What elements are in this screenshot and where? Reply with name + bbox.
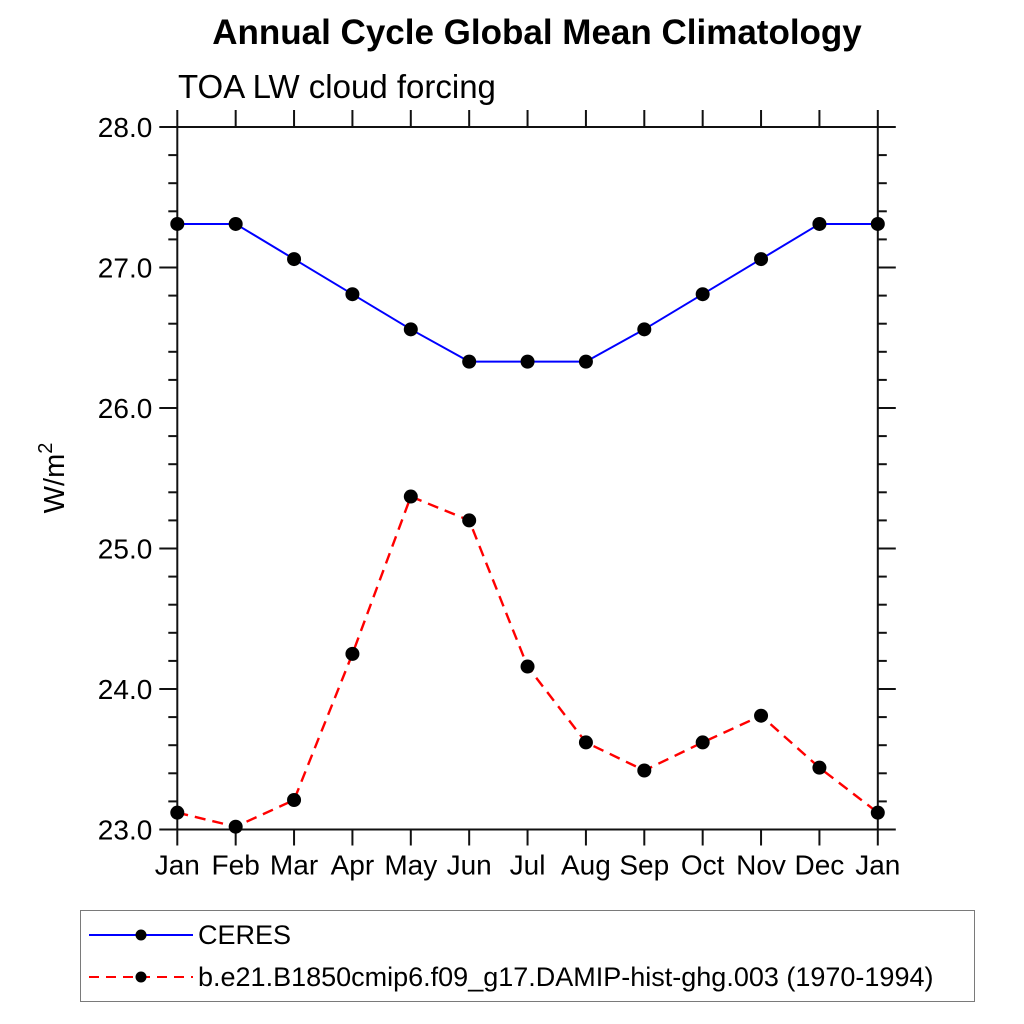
data-point-marker xyxy=(870,216,885,231)
y-tick-label: 23.0 xyxy=(98,815,153,846)
data-point-marker xyxy=(695,287,710,302)
legend-box: CERES b.e21.B1850cmip6.f09_g17.DAMIP-hist… xyxy=(80,910,975,1002)
data-point-marker xyxy=(228,216,243,231)
legend-entry: CERES xyxy=(86,914,974,956)
x-tick-label: Oct xyxy=(681,850,725,881)
x-tick-label: Mar xyxy=(270,850,318,881)
x-tick-label: Sep xyxy=(619,850,669,881)
plot-frame xyxy=(176,126,879,831)
data-point-marker xyxy=(695,735,710,750)
data-point-marker xyxy=(578,735,593,750)
chart-subtitle: TOA LW cloud forcing xyxy=(178,68,496,105)
data-point-marker xyxy=(345,646,360,661)
data-point-marker xyxy=(754,708,769,723)
data-point-marker xyxy=(754,252,769,267)
y-axis-title: W/m2 xyxy=(35,443,71,514)
data-point-marker xyxy=(170,805,185,820)
y-tick-label: 27.0 xyxy=(98,253,153,284)
data-point-marker xyxy=(287,252,302,267)
data-point-marker xyxy=(462,513,477,528)
x-tick-label: Aug xyxy=(561,850,611,881)
data-point-marker xyxy=(520,354,535,369)
data-point-marker xyxy=(345,287,360,302)
legend-entry: b.e21.B1850cmip6.f09_g17.DAMIP-hist-ghg.… xyxy=(86,956,974,998)
legend-line-sample xyxy=(89,971,193,983)
axes xyxy=(159,110,896,846)
data-point-marker xyxy=(228,819,243,834)
data-point-marker xyxy=(812,216,827,231)
x-tick-label: Nov xyxy=(736,850,786,881)
x-tick-label: May xyxy=(384,850,437,881)
x-tick-label: Dec xyxy=(795,850,845,881)
y-tick-label: 25.0 xyxy=(98,534,153,565)
legend-line-sample xyxy=(89,929,193,941)
y-tick-label: 24.0 xyxy=(98,674,153,705)
x-tick-label: Jan xyxy=(855,850,900,881)
chart-title: Annual Cycle Global Mean Climatology xyxy=(212,13,862,52)
legend-marker-icon xyxy=(135,971,147,983)
data-point-marker xyxy=(637,763,652,778)
x-tick-label: Jul xyxy=(510,850,546,881)
y-tick-label: 28.0 xyxy=(98,112,153,143)
x-tick-label: Feb xyxy=(212,850,260,881)
data-point-marker xyxy=(520,659,535,674)
x-tick-label: Jun xyxy=(447,850,492,881)
data-point-marker xyxy=(403,489,418,504)
data-point-marker xyxy=(812,760,827,775)
x-tick-label: Jan xyxy=(155,850,200,881)
data-point-marker xyxy=(403,322,418,337)
series-line xyxy=(177,222,878,363)
data-point-marker xyxy=(287,792,302,807)
series-ceres xyxy=(170,216,885,369)
x-tick-label: Apr xyxy=(331,850,375,881)
data-point-marker xyxy=(870,805,885,820)
legend-label: b.e21.B1850cmip6.f09_g17.DAMIP-hist-ghg.… xyxy=(198,961,934,992)
legend-marker-icon xyxy=(135,929,147,941)
legend-label: CERES xyxy=(198,919,292,950)
data-point-marker xyxy=(462,354,477,369)
data-point-marker xyxy=(637,322,652,337)
axis-labels: 23.0 24.0 25.0 26.0 27.0 28.0 Jan Feb Mar Apr May J… xyxy=(35,112,900,881)
y-tick-label: 26.0 xyxy=(98,393,153,424)
series-model xyxy=(170,489,885,834)
data-point-marker xyxy=(170,216,185,231)
data-point-marker xyxy=(578,354,593,369)
